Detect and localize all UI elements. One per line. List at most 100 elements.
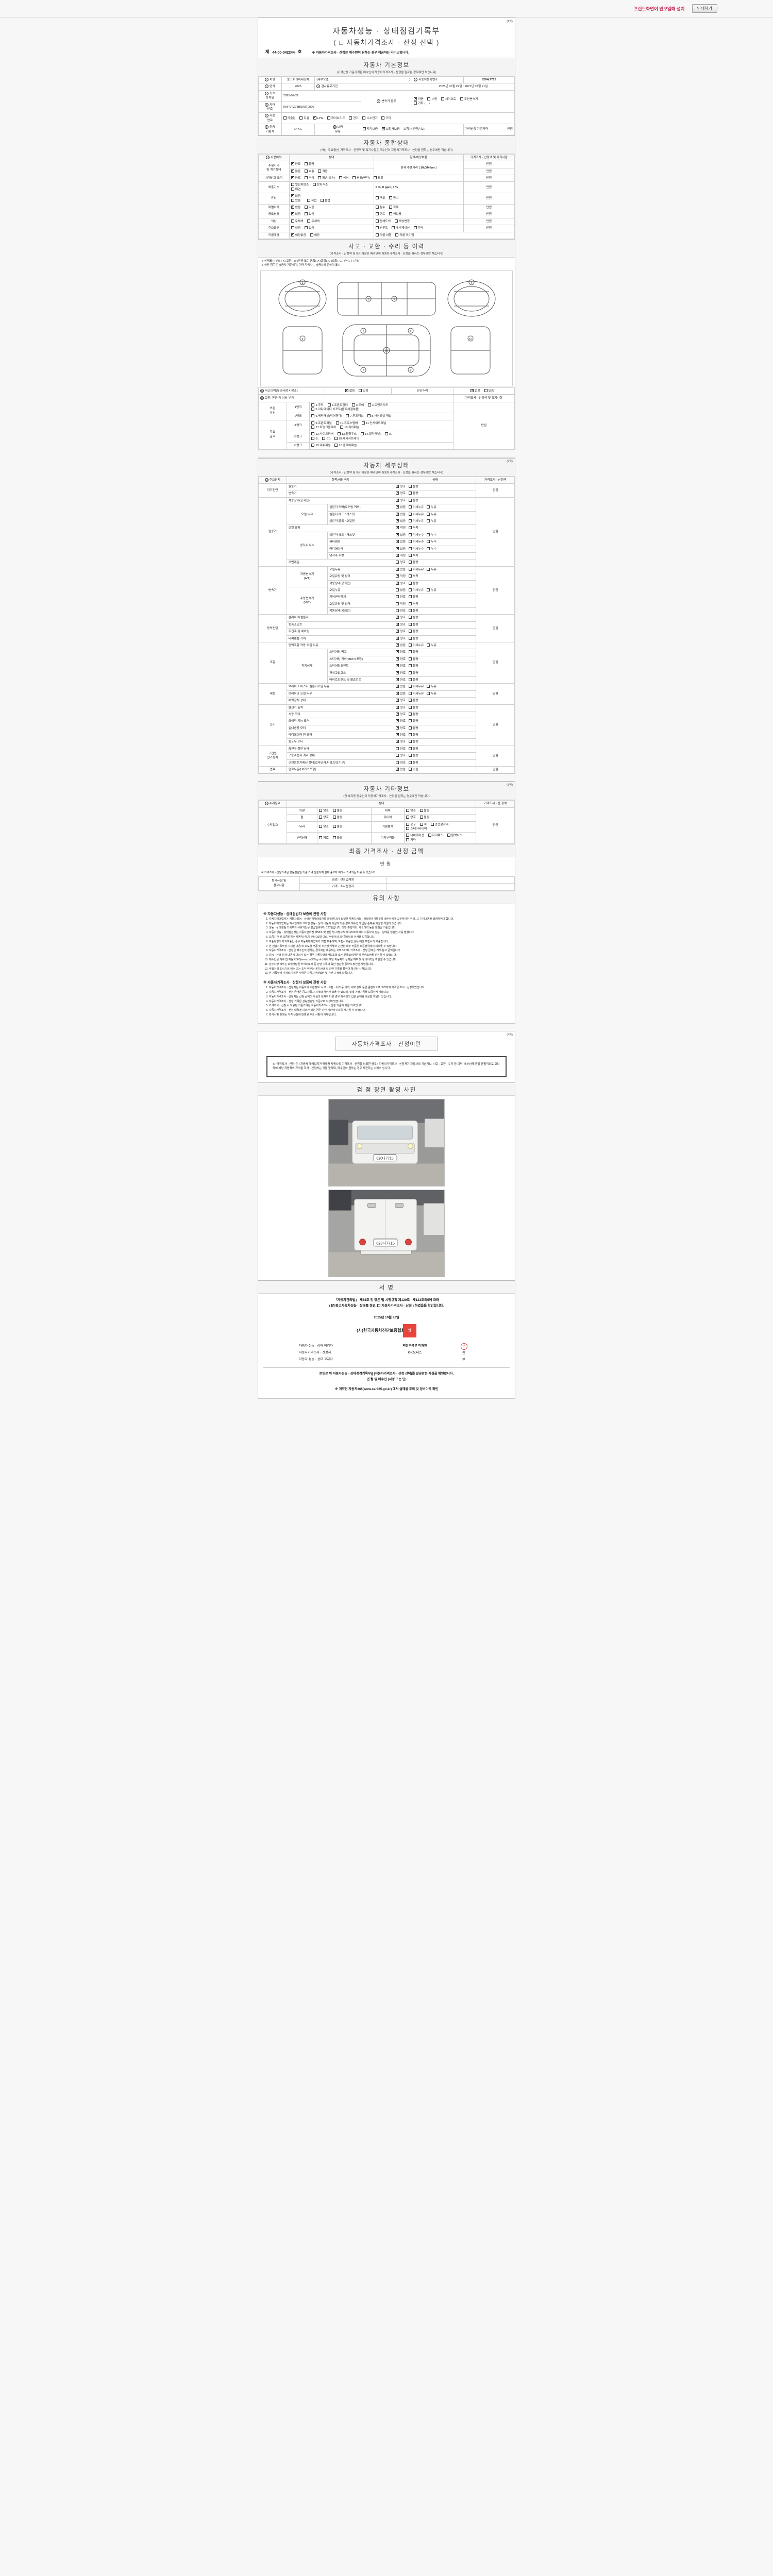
part-pillar-a[interactable]: A, [384, 432, 392, 436]
trans-option-semiauto[interactable]: 세미오토 [441, 97, 456, 101]
opt-recall-not-done[interactable]: 리콜 미이행 [395, 233, 414, 238]
opt-rent[interactable]: 렌트 [375, 212, 385, 216]
opt-미세누수[interactable]: 미세누수 [409, 547, 424, 551]
opt-many[interactable]: 많음 [291, 168, 300, 174]
part-wheel-house[interactable]: 13.휠하우스 [337, 432, 357, 436]
opt-exist[interactable]: 있음 [304, 212, 314, 216]
fuel-option-lpg[interactable]: LPG [313, 115, 323, 121]
part-side-member[interactable]: 12.사이드멤버 [311, 432, 333, 436]
opt-미세누유[interactable]: 미세누유 [409, 519, 424, 523]
opt-양호[interactable]: 양호 [396, 649, 406, 654]
opt-불량[interactable]: 불량 [409, 733, 418, 737]
opt-불량[interactable]: 불량 [409, 650, 418, 654]
part-front-fender[interactable]: 2.프론트휀더 [327, 403, 348, 408]
opt-sunroof[interactable]: 썬루프 [375, 226, 388, 230]
opt-불량[interactable]: 불량 [409, 699, 418, 703]
opt-hipass[interactable]: 하이패스 [428, 834, 443, 838]
opt-bad[interactable]: 불량 [332, 808, 342, 813]
opt-불량[interactable]: 불량 [409, 760, 418, 765]
part-pillar-c[interactable]: C ) [322, 436, 330, 441]
opt-fire[interactable]: 화재 [389, 206, 399, 210]
opt-없음[interactable]: 없음 [396, 532, 406, 537]
fuel-option-hybrid[interactable]: 하이브리드 [327, 116, 345, 121]
opt-illegal[interactable]: 불법 [321, 198, 330, 203]
opt-양호[interactable]: 양호 [396, 718, 406, 723]
opt-누유[interactable]: 누유 [427, 519, 436, 523]
trans-option-cvt[interactable]: 무단변속기 [460, 97, 478, 101]
opt-legal[interactable]: 적법 [307, 198, 316, 203]
opt-exist[interactable]: 있음 [304, 206, 314, 210]
opt-양호[interactable]: 양호 [396, 670, 406, 675]
opt-불량[interactable]: 불량 [409, 492, 418, 496]
opt-navigation[interactable]: 네비게이션 [406, 834, 424, 838]
opt-미세누유[interactable]: 미세누유 [409, 643, 424, 648]
fuel-option-electric[interactable]: 전기 [349, 116, 359, 121]
part-dash-panel[interactable]: 15.대쉬패널 [311, 444, 331, 448]
opt-양호[interactable]: 양호 [396, 484, 406, 489]
opt-양호[interactable]: 양호 [396, 622, 406, 627]
opt-불량[interactable]: 불량 [409, 677, 418, 682]
part-roof-panel[interactable]: 7.루프패널 [346, 414, 364, 418]
opt-불량[interactable]: 불량 [409, 747, 418, 751]
opt-없음[interactable]: 없음 [396, 539, 406, 544]
opt-none[interactable]: 없음 [291, 193, 300, 198]
part-trunk-lid[interactable]: 4.트렁크리드 [367, 403, 388, 408]
fuel-option-hydrogen[interactable]: 수소전기 [362, 116, 378, 121]
opt-none[interactable]: 없음 [345, 388, 355, 393]
opt-불량[interactable]: 불량 [409, 705, 418, 710]
opt-exist[interactable]: 있음 [291, 226, 300, 230]
opt-불량[interactable]: 불량 [409, 561, 418, 565]
opt-없음[interactable]: 없음 [396, 518, 406, 523]
opt-없음[interactable]: 없음 [396, 767, 406, 772]
opt-applicable[interactable]: 해당 [310, 233, 320, 238]
part-door[interactable]: 3.도어 [351, 403, 364, 408]
opt-flood[interactable]: 침수 [375, 206, 385, 210]
opt-양호[interactable]: 양호 [396, 747, 406, 751]
part-inside-panel[interactable]: 11.인사이드패널 [361, 421, 386, 426]
opt-tool[interactable]: 공구 [406, 822, 416, 827]
opt-누유[interactable]: 누유 [427, 505, 436, 510]
opt-양호[interactable]: 양호 [396, 609, 406, 613]
opt-not-applicable[interactable]: 해당없음 [291, 232, 306, 238]
opt-양호[interactable]: 양호 [396, 698, 406, 703]
opt-damage[interactable]: 훼손(오손) [318, 176, 335, 180]
opt-erased[interactable]: 도말 [374, 176, 383, 180]
opt-jack[interactable]: 잭 [419, 822, 427, 827]
opt-미세누유[interactable]: 미세누유 [409, 685, 424, 689]
opt-other[interactable]: 기타 [413, 226, 423, 230]
part-trunk-floor[interactable]: 17.트렁크플로어 [311, 426, 336, 430]
opt-bad[interactable]: 불량 [332, 816, 342, 820]
opt-양호[interactable]: 양호 [396, 725, 406, 731]
opt-불량[interactable]: 불량 [409, 616, 418, 620]
opt-없음[interactable]: 없음 [396, 588, 406, 592]
opt-good[interactable]: 양호 [406, 808, 416, 813]
opt-적정[interactable]: 적정 [396, 525, 406, 530]
opt-양호[interactable]: 양호 [396, 629, 406, 634]
opt-양호[interactable]: 양호 [396, 581, 406, 586]
opt-불량[interactable]: 불량 [409, 609, 418, 613]
opt-none[interactable]: 없음 [470, 388, 480, 393]
opt-누유[interactable]: 누유 [427, 691, 436, 696]
opt-none[interactable]: 없음 [291, 211, 300, 216]
opt-good[interactable]: 양호 [406, 816, 416, 820]
opt-불량[interactable]: 불량 [409, 671, 418, 675]
part-package-tray[interactable]: 19.패키지트레이 [334, 436, 359, 441]
opt-불량[interactable]: 불량 [409, 726, 418, 731]
opt-없음[interactable]: 없음 [396, 567, 406, 572]
opt-불량[interactable]: 불량 [409, 636, 418, 641]
opt-없음[interactable]: 없음 [396, 691, 406, 696]
opt-양호[interactable]: 양호 [396, 656, 406, 662]
opt-hc[interactable]: 탄화수소 [312, 183, 328, 187]
opt-누수[interactable]: 누수 [427, 533, 436, 537]
checkbox-performance-check[interactable] [331, 1303, 334, 1309]
opt-양호[interactable]: 양호 [396, 677, 406, 682]
opt-양호[interactable]: 양호 [396, 711, 406, 717]
opt-미세누유[interactable]: 미세누유 [409, 512, 424, 517]
part-side-sill-panel[interactable]: 8.사이드실 패널 [367, 414, 392, 418]
opt-bad[interactable]: 불량 [332, 824, 342, 829]
opt-good[interactable]: 양호 [319, 808, 329, 813]
opt-bad[interactable]: 불량 [419, 816, 429, 820]
opt-불량[interactable]: 불량 [409, 485, 418, 489]
fuel-option-gasoline[interactable]: 가솔린 [283, 116, 296, 121]
opt-없음[interactable]: 없음 [396, 684, 406, 689]
